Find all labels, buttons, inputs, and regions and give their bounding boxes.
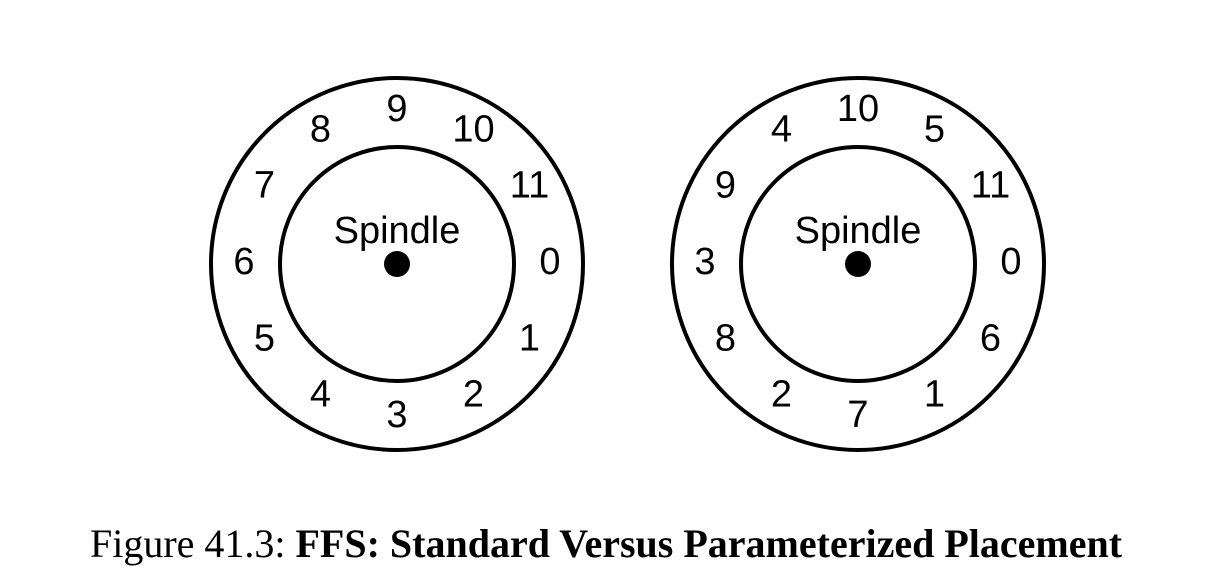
figure-caption: Figure 41.3: FFS: Standard Versus Parame… bbox=[0, 520, 1212, 567]
sector-label: 1 bbox=[924, 374, 945, 416]
sector-label: 4 bbox=[771, 109, 792, 151]
caption-title: FFS: Standard Versus Parameterized Place… bbox=[296, 521, 1123, 566]
sector-label: 6 bbox=[980, 318, 1001, 360]
sector-label: 0 bbox=[1000, 241, 1021, 283]
sector-label: 0 bbox=[539, 241, 560, 283]
sector-label: 3 bbox=[386, 394, 407, 436]
sector-label: 4 bbox=[310, 374, 331, 416]
spindle-label: Spindle bbox=[795, 210, 922, 252]
sector-label: 2 bbox=[771, 374, 792, 416]
sector-label: 3 bbox=[694, 241, 715, 283]
sector-label: 9 bbox=[715, 165, 736, 207]
sector-label: 5 bbox=[924, 109, 945, 151]
spindle-dot bbox=[845, 251, 871, 277]
sector-label: 11 bbox=[971, 165, 1010, 207]
sector-label: 7 bbox=[847, 394, 868, 436]
sector-label: 10 bbox=[452, 109, 494, 151]
sector-label: 2 bbox=[463, 374, 484, 416]
sector-label: 6 bbox=[233, 241, 254, 283]
sector-label: 8 bbox=[310, 109, 331, 151]
sector-label: 9 bbox=[386, 88, 407, 130]
caption-prefix: Figure 41.3: bbox=[90, 521, 296, 566]
sector-label: 11 bbox=[510, 165, 549, 207]
spindle-label: Spindle bbox=[334, 210, 461, 252]
sector-label: 10 bbox=[837, 88, 879, 130]
spindle-dot bbox=[384, 251, 410, 277]
sector-label: 5 bbox=[254, 318, 275, 360]
sector-label: 1 bbox=[519, 318, 540, 360]
sector-label: 8 bbox=[715, 318, 736, 360]
sector-label: 7 bbox=[254, 165, 275, 207]
